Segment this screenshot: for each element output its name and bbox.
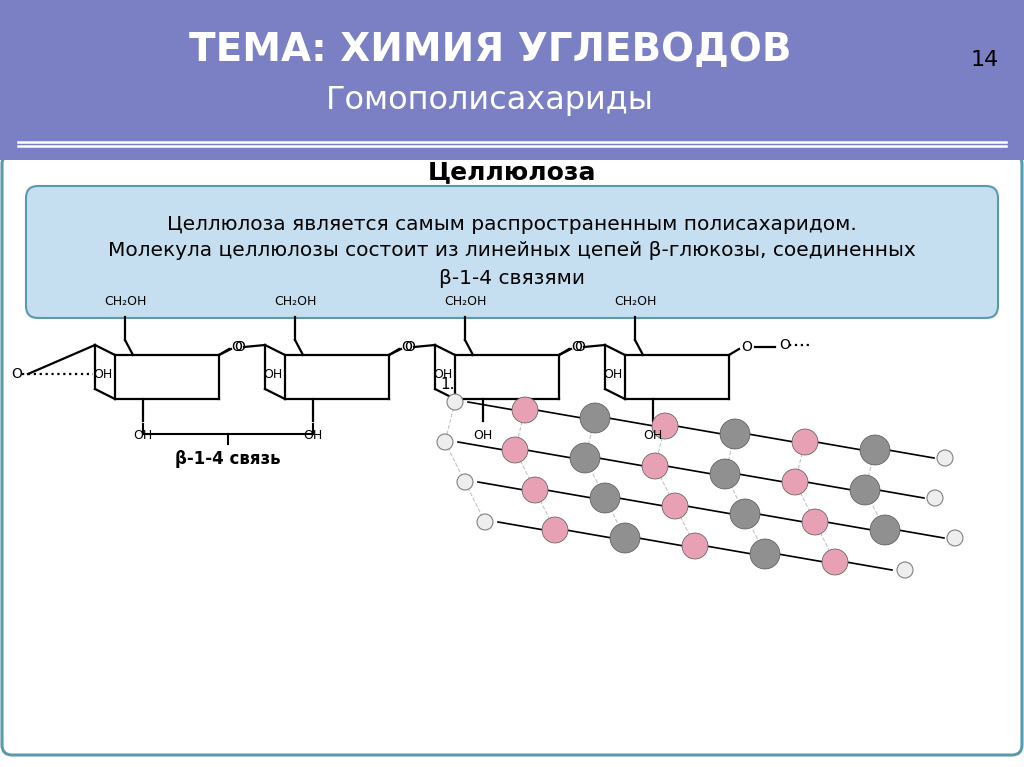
- Bar: [0, 0, 1024, 148]
- FancyBboxPatch shape: [0, 0, 1024, 160]
- Circle shape: [897, 562, 913, 578]
- Text: Гомополисахариды: Гомополисахариды: [326, 84, 654, 116]
- Circle shape: [437, 434, 453, 450]
- Text: ТЕМА: ХИМИЯ УГЛЕВОДОВ: ТЕМА: ХИМИЯ УГЛЕВОДОВ: [188, 31, 792, 69]
- Circle shape: [457, 474, 473, 490]
- Circle shape: [750, 539, 780, 569]
- Circle shape: [850, 475, 880, 505]
- Text: 14: 14: [971, 50, 999, 70]
- Circle shape: [512, 397, 538, 423]
- Text: CH₂OH: CH₂OH: [613, 295, 656, 308]
- Text: CH₂OH: CH₂OH: [103, 295, 146, 308]
- Text: OH: OH: [603, 367, 622, 380]
- Circle shape: [720, 419, 750, 449]
- Text: O: O: [234, 340, 245, 354]
- Text: O: O: [231, 340, 242, 354]
- Text: CH₂OH: CH₂OH: [273, 295, 316, 308]
- FancyBboxPatch shape: [26, 186, 998, 318]
- Circle shape: [522, 477, 548, 503]
- Circle shape: [792, 429, 818, 455]
- Circle shape: [870, 515, 900, 545]
- Text: OH: OH: [303, 429, 323, 442]
- Circle shape: [477, 514, 493, 530]
- Text: CH₂OH: CH₂OH: [443, 295, 486, 308]
- Circle shape: [652, 413, 678, 439]
- Circle shape: [947, 530, 963, 546]
- Text: OH: OH: [473, 429, 493, 442]
- Text: O: O: [779, 338, 790, 352]
- Text: 1.: 1.: [440, 377, 455, 392]
- Circle shape: [782, 469, 808, 495]
- Bar: [435, 372, 975, 582]
- Text: Целлюлоза является самым распространенным полисахаридом.: Целлюлоза является самым распространенны…: [167, 215, 857, 233]
- Text: OH: OH: [93, 367, 112, 380]
- Circle shape: [642, 453, 668, 479]
- Text: Целлюлоза: Целлюлоза: [428, 160, 596, 184]
- Circle shape: [710, 459, 740, 489]
- Circle shape: [570, 443, 600, 473]
- Text: O: O: [741, 340, 752, 354]
- Text: Молекула целлюлозы состоит из линейных цепей β-глюкозы, соединенных: Молекула целлюлозы состоит из линейных ц…: [109, 241, 915, 259]
- Circle shape: [730, 499, 760, 529]
- Text: OH: OH: [263, 367, 282, 380]
- Circle shape: [802, 509, 828, 535]
- Text: OH: OH: [133, 429, 153, 442]
- Text: O: O: [574, 340, 585, 354]
- Circle shape: [860, 435, 890, 465]
- Circle shape: [502, 437, 528, 463]
- Circle shape: [822, 549, 848, 575]
- Text: β-1-4 связями: β-1-4 связями: [439, 268, 585, 288]
- Circle shape: [662, 493, 688, 519]
- Text: O: O: [404, 340, 415, 354]
- Circle shape: [447, 394, 463, 410]
- Text: β-1-4 связь: β-1-4 связь: [175, 450, 281, 468]
- Circle shape: [927, 490, 943, 506]
- Text: OH: OH: [643, 429, 663, 442]
- Circle shape: [937, 450, 953, 466]
- Circle shape: [682, 533, 708, 559]
- Text: O: O: [11, 367, 22, 381]
- Text: OH: OH: [433, 367, 452, 380]
- Text: O: O: [571, 340, 582, 354]
- Circle shape: [542, 517, 568, 543]
- Circle shape: [590, 483, 620, 513]
- Circle shape: [580, 403, 610, 433]
- Circle shape: [610, 523, 640, 553]
- Bar: [0, 0, 1024, 136]
- FancyBboxPatch shape: [2, 154, 1022, 755]
- Text: O: O: [401, 340, 412, 354]
